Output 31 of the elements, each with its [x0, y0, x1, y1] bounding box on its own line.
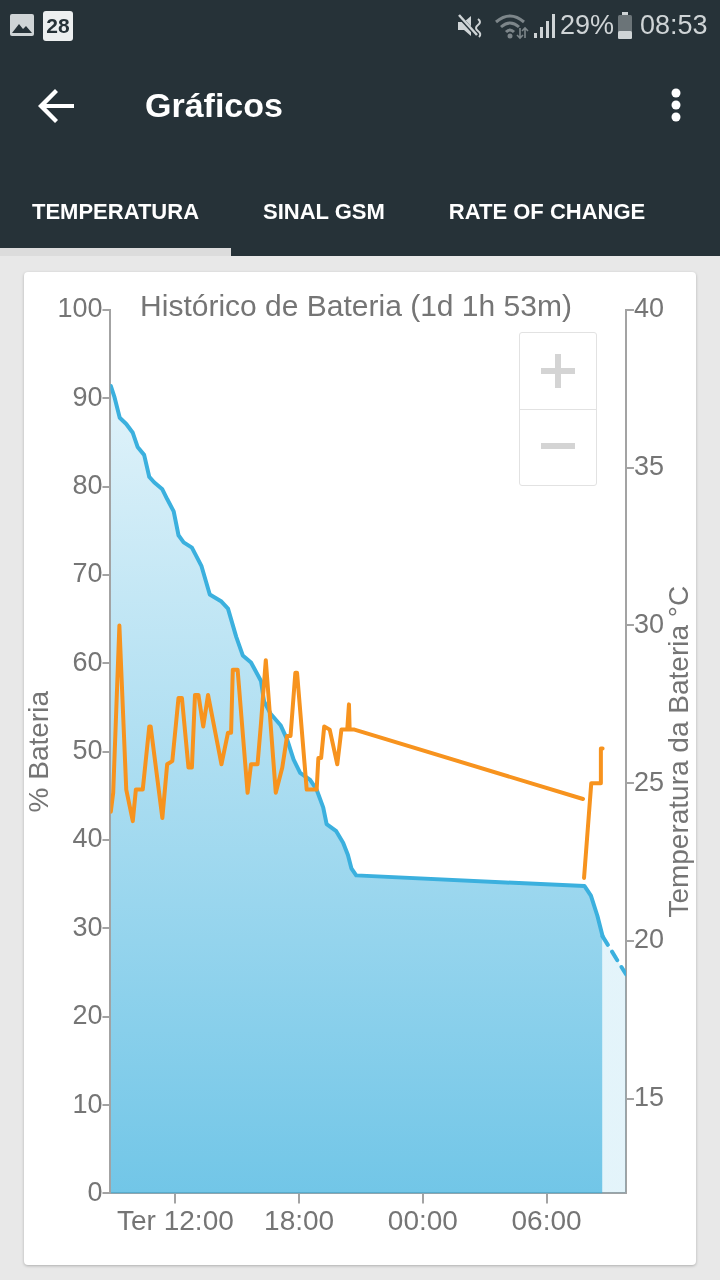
y-tick-label: 100	[57, 293, 103, 324]
y2-tick-label: 15	[633, 1082, 665, 1113]
y2-tick-label: 30	[633, 608, 665, 639]
y-tick-label: 90	[72, 381, 103, 412]
y-axis-title: % Bateria	[23, 690, 55, 813]
y2-tick-label: 20	[633, 924, 665, 955]
x-tick-label: 06:00	[511, 1204, 582, 1236]
y-tick-label: 70	[72, 558, 103, 589]
text: Gráficos	[145, 85, 283, 125]
text: TEMPERATURA	[32, 199, 200, 225]
x-tick-label: 18:00	[264, 1204, 335, 1236]
y2-tick-label: 25	[633, 766, 665, 797]
y2-tick-label: 40	[633, 293, 665, 324]
calendar-icon: 28	[43, 11, 73, 41]
y-tick-label: 80	[72, 470, 103, 501]
y-tick-label: 50	[72, 735, 103, 766]
y-tick-label: 20	[72, 1000, 103, 1031]
text: RATE OF CHANGE	[448, 199, 646, 225]
y-tick-label: 0	[87, 1176, 103, 1207]
y2-axis-title: Temperatura da Bateria °C	[662, 585, 694, 918]
y-tick-label: 60	[72, 646, 103, 677]
y-tick-label: 40	[72, 823, 103, 854]
x-tick-label: 00:00	[387, 1204, 458, 1236]
text: 29%	[560, 10, 615, 40]
text: SINAL GSM	[263, 199, 385, 225]
y-tick-label: 10	[72, 1088, 103, 1119]
y2-tick-label: 35	[633, 451, 665, 482]
x-tick-label: Ter 12:00	[117, 1204, 234, 1236]
chart-title: Histórico de Bateria (1d 1h 53m)	[140, 289, 572, 323]
text: 08:53	[640, 10, 708, 40]
y-tick-label: 30	[72, 911, 103, 942]
